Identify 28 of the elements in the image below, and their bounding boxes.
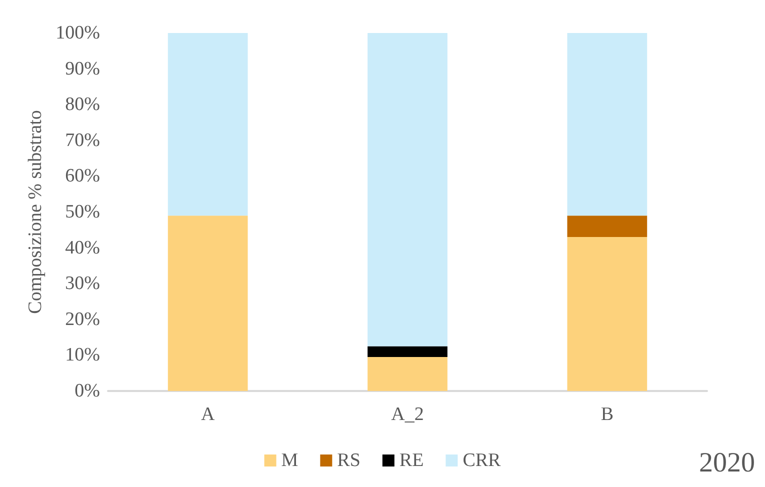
y-tick-label: 70% [65, 130, 100, 151]
bar [567, 237, 648, 391]
y-tick-label: 60% [65, 166, 100, 187]
x-tick-label: A [200, 404, 215, 425]
x-tick-label: B [600, 404, 614, 425]
bar [368, 33, 448, 346]
legend-label: RE [399, 450, 424, 471]
y-tick-label: 90% [65, 58, 100, 80]
y-tick-label: 50% [65, 202, 100, 222]
y-tick-label: 0% [74, 380, 100, 402]
y-tick-label: 10% [65, 344, 100, 366]
y-axis-title: Composizione % substrato [24, 110, 46, 314]
y-tick-label: 80% [65, 94, 100, 116]
bar [168, 216, 248, 391]
bar [368, 356, 448, 391]
x-tick-label: A_2 [391, 404, 424, 425]
bar [567, 216, 648, 238]
bar [567, 33, 648, 216]
text: 2020 [699, 448, 755, 478]
legend-label: M [281, 450, 298, 471]
y-tick-label: 40% [65, 237, 100, 258]
y-tick-label: 20% [65, 308, 100, 330]
bar [168, 33, 248, 216]
bar [368, 346, 448, 357]
legend-label: CRR [462, 450, 502, 471]
y-tick-label: 100% [56, 22, 100, 44]
y-tick-label: 30% [65, 273, 100, 294]
legend-label: RS [337, 450, 360, 471]
